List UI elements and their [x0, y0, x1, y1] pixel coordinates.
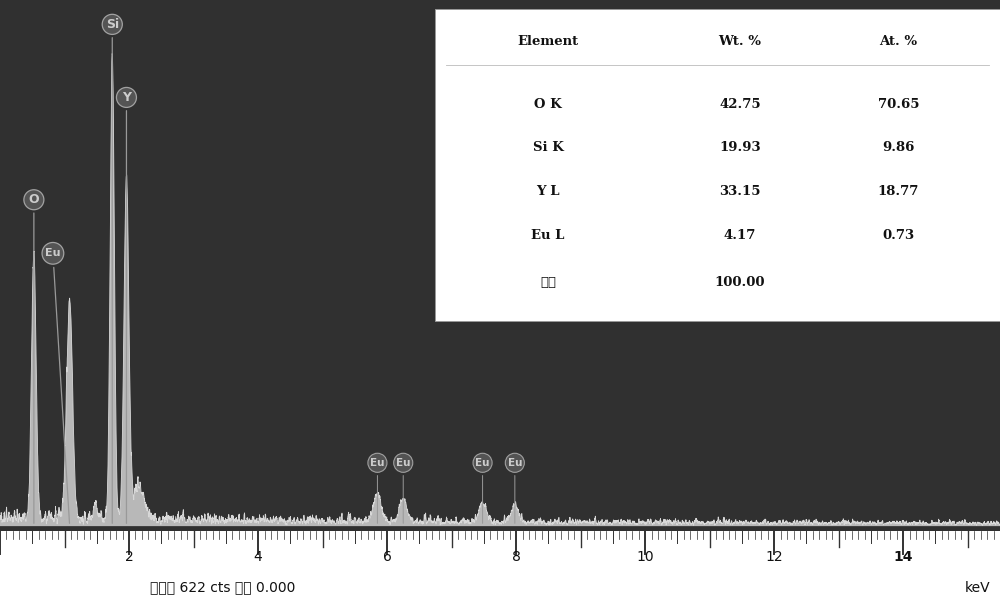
Text: 18.77: 18.77: [878, 185, 919, 198]
Text: Wt. %: Wt. %: [719, 35, 762, 48]
Text: 19.93: 19.93: [719, 142, 761, 154]
Text: 4.17: 4.17: [724, 229, 756, 242]
Text: 2: 2: [125, 550, 133, 564]
Text: Si K: Si K: [533, 142, 563, 154]
Text: 10: 10: [636, 550, 654, 564]
Text: Eu: Eu: [45, 248, 70, 523]
Text: 总计: 总计: [540, 275, 556, 289]
Text: 12: 12: [765, 550, 783, 564]
Text: 满量程 622 cts 光标 0.000: 满量程 622 cts 光标 0.000: [150, 581, 295, 595]
Text: Y: Y: [122, 91, 131, 523]
Text: 8: 8: [512, 550, 521, 564]
Text: 33.15: 33.15: [719, 185, 761, 198]
Text: 6: 6: [383, 550, 392, 564]
Text: At. %: At. %: [879, 35, 917, 48]
Text: Eu L: Eu L: [531, 229, 565, 242]
Text: 4: 4: [254, 550, 262, 564]
Text: O K: O K: [534, 98, 562, 110]
Text: 0.73: 0.73: [882, 229, 914, 242]
Text: 42.75: 42.75: [719, 98, 761, 110]
Text: Eu: Eu: [396, 458, 410, 523]
Text: 100.00: 100.00: [715, 275, 765, 289]
Text: 9.86: 9.86: [882, 142, 914, 154]
Text: O: O: [29, 193, 39, 523]
Text: 14: 14: [893, 550, 913, 564]
Text: Element: Element: [517, 35, 579, 48]
Text: Eu: Eu: [508, 458, 522, 523]
FancyBboxPatch shape: [435, 9, 1000, 321]
Text: 70.65: 70.65: [878, 98, 919, 110]
Text: Si: Si: [106, 18, 119, 523]
Text: Eu: Eu: [475, 458, 490, 523]
Text: keV: keV: [964, 581, 990, 595]
Text: Eu: Eu: [370, 458, 385, 523]
Text: Y L: Y L: [536, 185, 560, 198]
